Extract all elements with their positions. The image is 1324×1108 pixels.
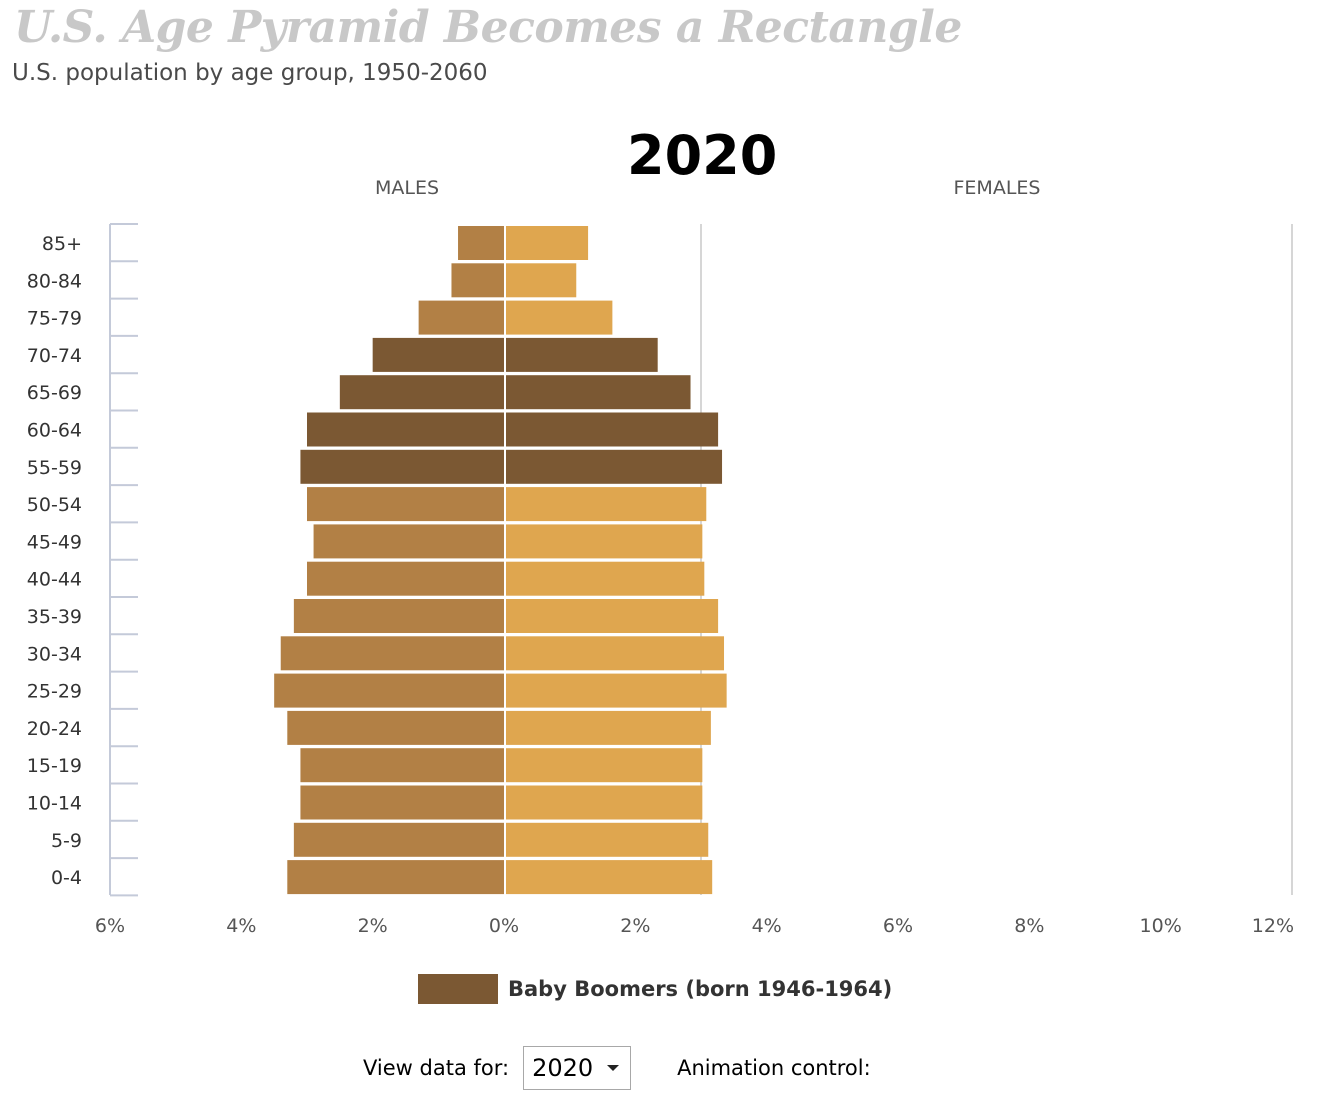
bar-male-45-49 [313, 524, 504, 559]
bar-female-40-44 [506, 561, 705, 596]
y-tick-label-35-39: 35-39 [27, 606, 82, 628]
y-tick-label-25-29: 25-29 [27, 681, 82, 703]
y-tick-label-15-19: 15-19 [27, 755, 82, 777]
bar-male-10-14 [300, 785, 504, 820]
bar-male-70-74 [372, 337, 504, 372]
year-display: 2020 [627, 124, 778, 187]
y-tick-label-70-74: 70-74 [27, 345, 82, 367]
y-tick-label-65-69: 65-69 [27, 382, 82, 404]
y-tick-label-20-24: 20-24 [27, 718, 82, 740]
bar-female-75-79 [506, 300, 613, 335]
bar-male-80-84 [451, 263, 504, 298]
y-tick-label-0-4: 0-4 [51, 867, 82, 889]
bar-male-25-29 [274, 673, 504, 708]
bar-female-15-19 [506, 748, 703, 783]
bar-male-20-24 [287, 710, 504, 745]
x-tick-label-right-3: 8% [1014, 915, 1044, 937]
year-select[interactable]: 2020 [523, 1046, 632, 1090]
bar-male-65-69 [339, 375, 504, 410]
x-tick-label-right-4: 10% [1140, 915, 1182, 937]
y-tick-label-45-49: 45-49 [27, 531, 82, 553]
bar-female-45-49 [506, 524, 703, 559]
x-tick-label-right-1: 4% [752, 915, 782, 937]
view-data-label: View data for: [363, 1056, 510, 1080]
x-tick-label-right-5: 12% [1252, 915, 1294, 937]
bar-female-55-59 [506, 449, 723, 484]
males-label: MALES [375, 177, 439, 199]
bar-female-35-39 [506, 599, 719, 633]
y-tick-label-40-44: 40-44 [27, 569, 82, 591]
y-tick-label-5-9: 5-9 [51, 830, 82, 852]
bar-male-60-64 [307, 412, 504, 447]
legend-label-baby-boomers: Baby Boomers (born 1946-1964) [508, 977, 893, 1001]
bar-female-80-84 [506, 263, 577, 298]
bar-male-5-9 [293, 822, 504, 857]
y-tick-label-80-84: 80-84 [27, 270, 82, 292]
bar-male-15-19 [300, 748, 504, 783]
controls-bar: View data for: 2020 Animation control: [363, 1045, 871, 1091]
population-pyramid-chart: MALES FEMALES 85+ 80-84 75-79 70-74 65-69 60-64… [27, 177, 1294, 937]
x-tick-label-left-2: 2% [358, 915, 388, 937]
bar-female-85+ [506, 226, 589, 260]
y-tick-label-55-59: 55-59 [27, 457, 82, 479]
x-tick-label-left-3: 0% [489, 915, 519, 937]
bar-male-0-4 [287, 860, 504, 895]
bar-female-20-24 [506, 710, 711, 745]
bar-female-70-74 [506, 337, 658, 372]
x-tick-label-left-1: 4% [226, 915, 256, 937]
bar-female-10-14 [506, 785, 703, 820]
bar-female-50-54 [506, 487, 707, 522]
animation-control-label: Animation control: [677, 1056, 871, 1080]
bar-male-75-79 [418, 300, 504, 335]
y-tick-label-30-34: 30-34 [27, 643, 82, 665]
chart-subtitle: U.S. population by age group, 1950-2060 [12, 60, 488, 86]
bar-male-50-54 [307, 487, 504, 522]
bar-female-0-4 [506, 860, 713, 895]
x-tick-label-left-0: 6% [95, 915, 125, 937]
bar-male-30-34 [280, 636, 504, 671]
y-tick-label-10-14: 10-14 [27, 793, 82, 815]
x-tick-label-right-0: 2% [620, 915, 650, 937]
bar-male-85+ [458, 226, 504, 260]
bar-male-55-59 [300, 449, 504, 484]
bar-female-65-69 [506, 375, 691, 410]
bar-male-40-44 [307, 561, 504, 596]
x-tick-label-right-2: 6% [883, 915, 913, 937]
chart-title: U.S. Age Pyramid Becomes a Rectangle [14, 2, 962, 53]
females-label: FEMALES [954, 177, 1041, 199]
bar-male-35-39 [293, 599, 504, 633]
y-tick-label-50-54: 50-54 [27, 494, 82, 516]
bar-female-5-9 [506, 822, 709, 857]
bar-female-60-64 [506, 412, 719, 447]
y-tick-label-85+: 85+ [42, 233, 82, 255]
y-tick-label-75-79: 75-79 [27, 308, 82, 330]
y-tick-label-60-64: 60-64 [27, 420, 82, 442]
year-select-value: 2020 [532, 1054, 594, 1082]
legend-swatch-baby-boomers [418, 974, 498, 1004]
legend: Baby Boomers (born 1946-1964) [418, 974, 892, 1004]
bar-female-25-29 [506, 673, 727, 708]
chevron-down-icon [607, 1065, 620, 1071]
bar-female-30-34 [506, 636, 725, 671]
